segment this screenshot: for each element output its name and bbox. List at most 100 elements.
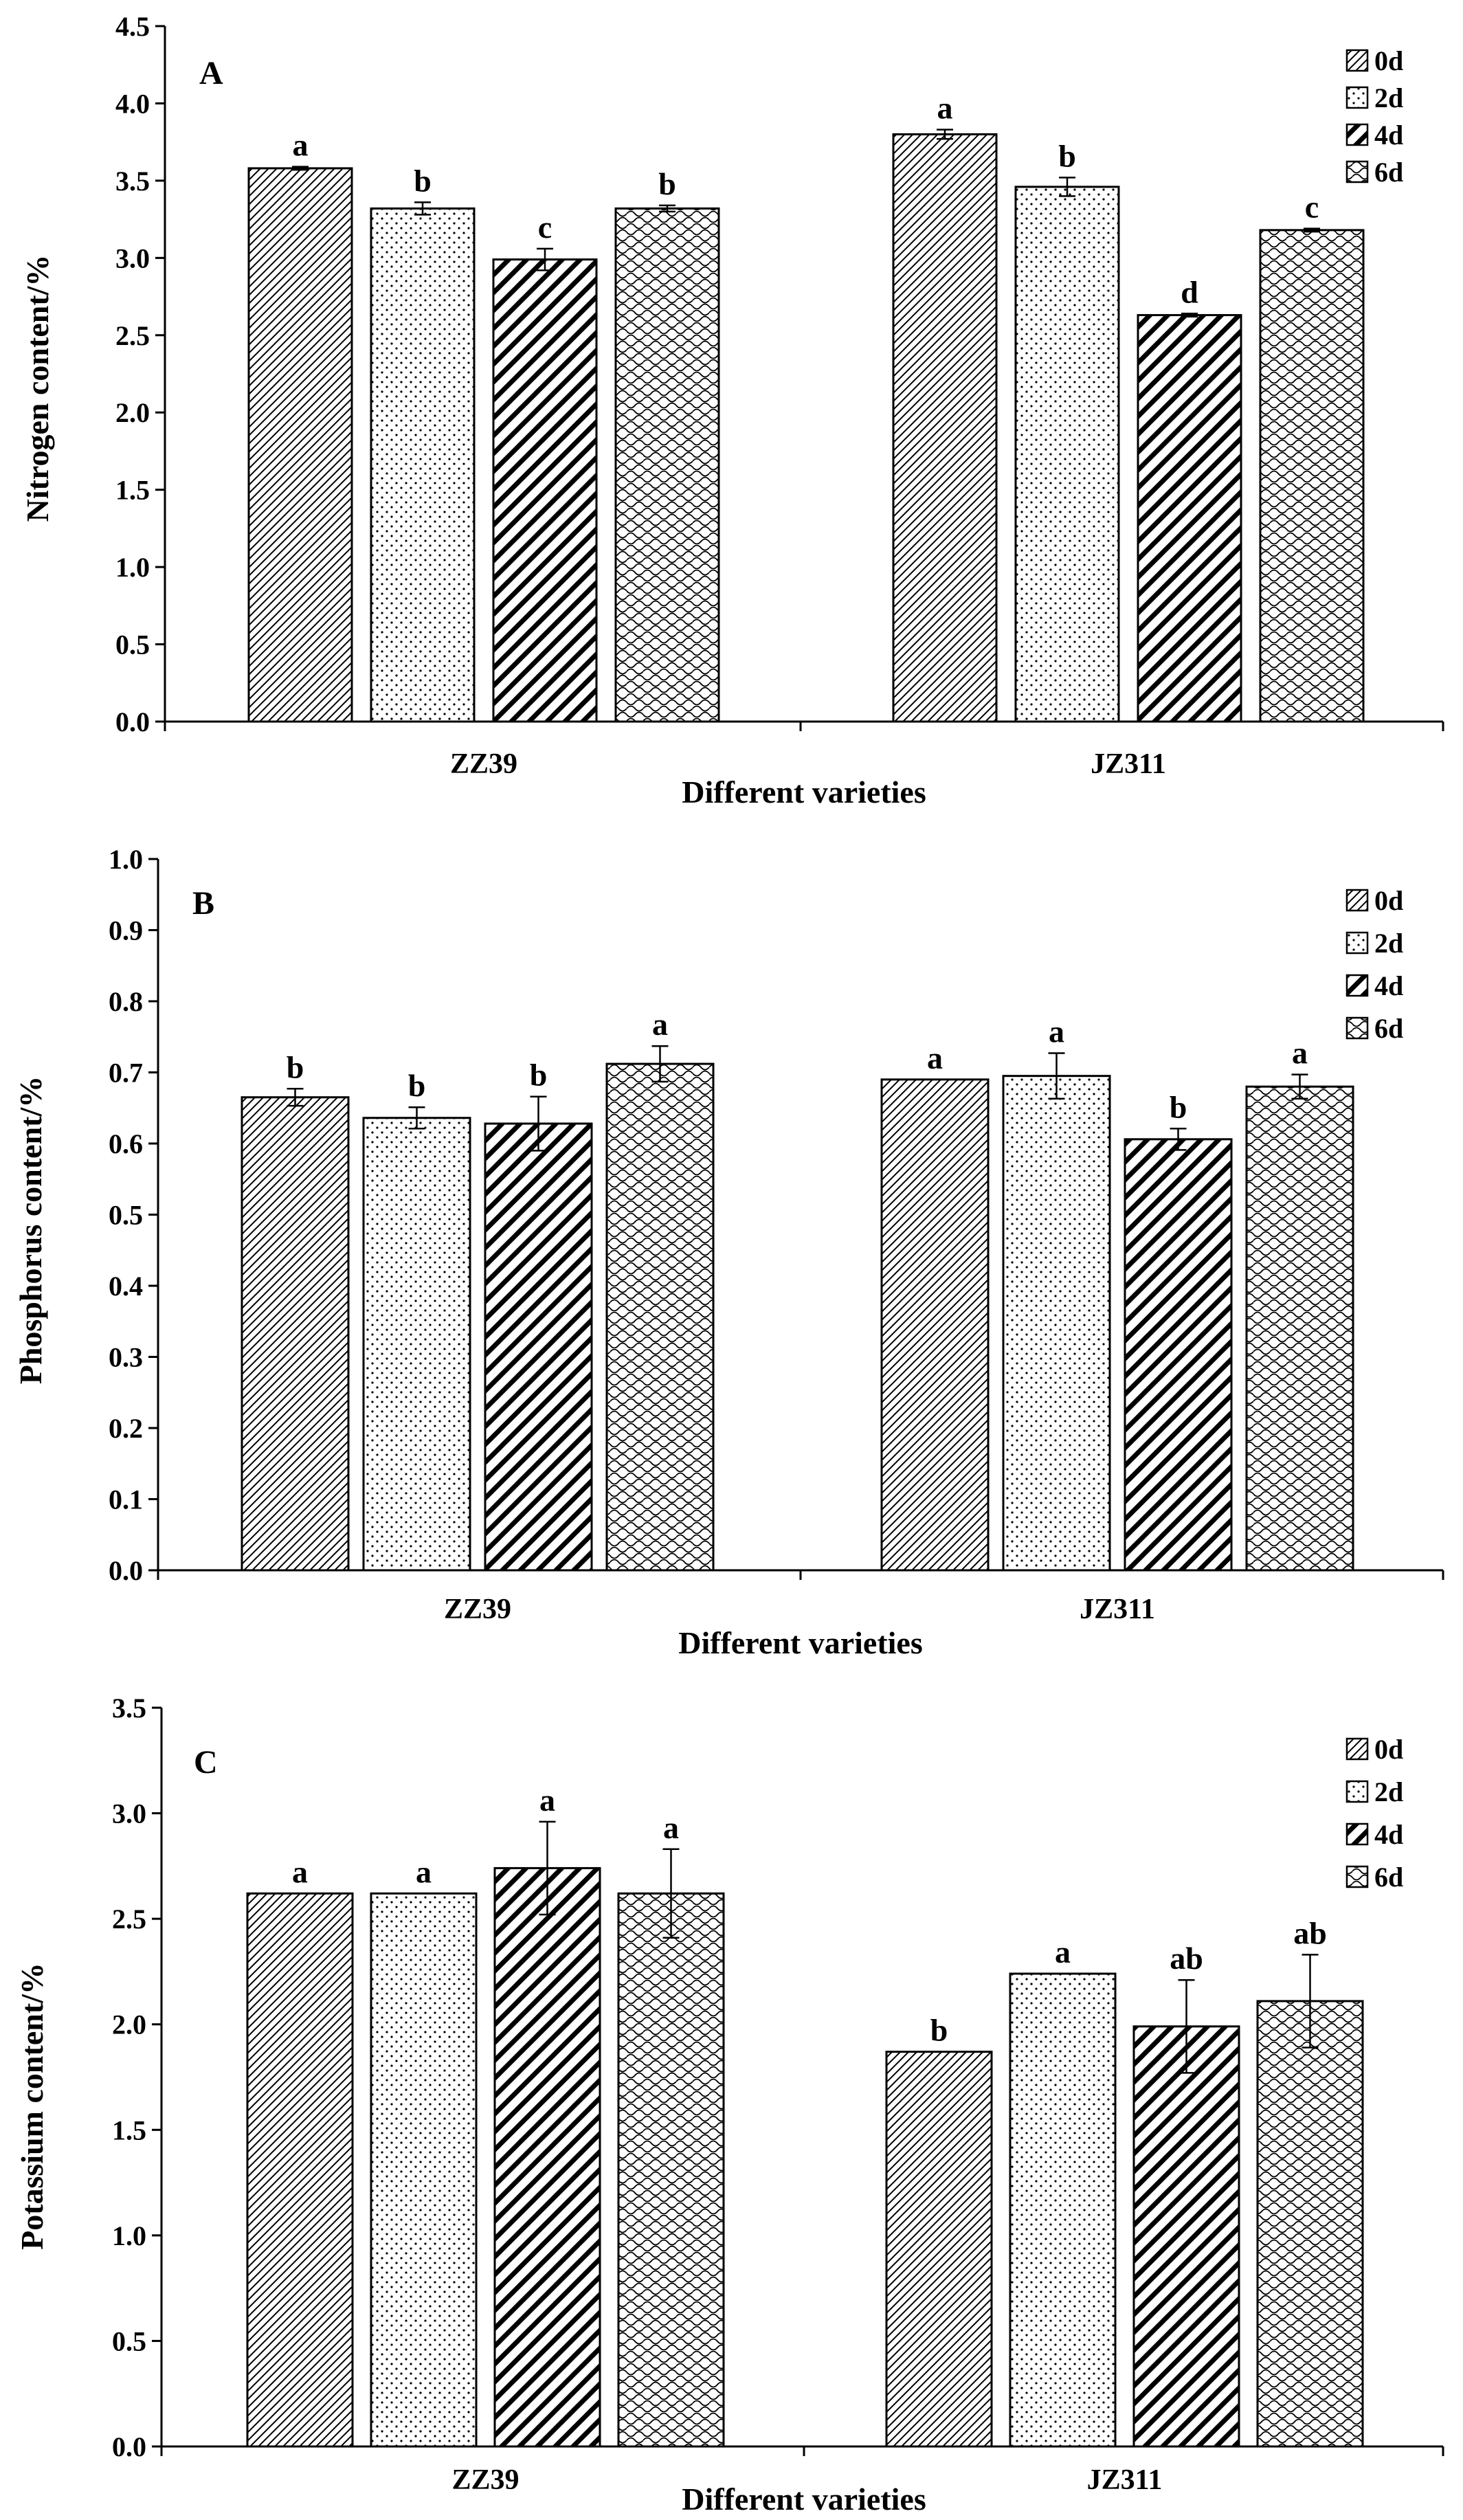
bar [1259,229,1365,723]
legend-swatch [1345,889,1369,912]
significance-label: b [408,1068,426,1103]
bar [1124,1138,1233,1572]
panel-letter-c: C [194,1744,218,1781]
bar [370,1892,478,2448]
legend-swatch [1345,49,1369,72]
bar [885,2051,993,2448]
legend-swatch [1345,1780,1369,1803]
category-label: ZZ39 [451,2464,519,2496]
bar [1014,186,1120,723]
legend-label: 4d [1374,970,1403,1001]
significance-label: a [293,128,309,163]
significance-label: b [658,166,676,201]
plot-area-b: 0.0 0.1 0.2 0.3 0.4 0.5 0.6 0.7 0.8 0.9 1.0 ZZ39 JZ3… [109,844,1444,1625]
significance-label: a [416,1854,432,1889]
bar [1132,2025,1240,2448]
legend-swatch [1345,86,1369,109]
y-tick-label: 3.0 [112,1798,146,1829]
y-tick-label: 2.5 [115,320,150,351]
legend-label: 0d [1374,45,1403,76]
bar [492,258,598,723]
significance-label: a [927,1040,943,1075]
significance-label: a [292,1854,308,1889]
y-tick-label: 0.0 [109,1555,143,1586]
legend-label: 6d [1374,1013,1403,1044]
legend-label: 6d [1374,1862,1403,1893]
bar [1002,1075,1111,1572]
y-tick-label: 3.0 [115,243,150,274]
y-tick-label: 0.9 [109,915,143,946]
significance-label: b [414,163,432,198]
significance-label: b [287,1049,304,1084]
legend-swatch [1345,1737,1369,1761]
x-axis-title-a: Different varieties [682,774,926,810]
y-tick-label: 0.0 [115,706,150,737]
bar [1137,314,1242,723]
category-label: ZZ39 [444,1594,511,1625]
significance-label: b [1058,138,1076,173]
y-tick-label: 1.0 [115,552,150,583]
y-tick-label: 0.4 [109,1271,143,1302]
legend-label: 2d [1374,1776,1403,1807]
bar [241,1096,350,1572]
legend-label: 0d [1374,885,1403,916]
legend-label: 4d [1374,120,1403,150]
y-tick-label: 0.5 [112,2326,146,2356]
legend-swatch [1345,1016,1369,1040]
plot-area-a: 0.0 0.5 1.0 1.5 2.0 2.5 3.0 3.5 4.0 4.5 ZZ39 JZ311 a… [115,11,1444,780]
y-tick-label: 2.5 [112,1904,146,1934]
y-tick-label: 1.5 [112,2115,146,2145]
significance-label: a [539,1783,555,1818]
y-tick-label: 1.5 [115,475,150,506]
legend-label: 4d [1374,1819,1403,1850]
legend-swatch [1345,1822,1369,1846]
significance-label: c [1305,190,1319,225]
legend-label: 6d [1374,157,1403,188]
y-axis-title-c: Potassium content/% [14,1963,49,2250]
category-label: JZ311 [1087,2464,1163,2496]
significance-label: b [930,2013,948,2048]
significance-label: d [1181,274,1198,309]
legend-label: 0d [1374,1734,1403,1765]
significance-label: a [663,1810,679,1845]
panel-b: B Phosphorus content/% Different varieti… [13,844,1444,1660]
bar [247,167,353,723]
y-tick-label: 0.0 [112,2431,146,2462]
x-axis-title-b: Different varieties [678,1625,923,1660]
bar [617,1892,725,2448]
significance-label: ab [1170,1941,1203,1976]
legend-label: 2d [1374,82,1403,113]
bar [493,1866,601,2448]
y-tick-label: 0.5 [109,1200,143,1231]
panel-c: C Potassium content/% Different varietie… [14,1693,1444,2517]
significance-label: a [1055,1934,1071,1970]
significance-label: a [1292,1036,1308,1071]
legend-swatch [1345,931,1369,955]
y-tick-label: 0.1 [109,1484,143,1515]
panel-a: A Nitrogen content/% Different varieties… [20,11,1444,810]
y-tick-label: 3.5 [115,166,150,197]
significance-label: ab [1293,1915,1327,1950]
y-tick-label: 0.3 [109,1342,143,1373]
bar [605,1062,715,1572]
category-label: JZ311 [1080,1594,1155,1625]
legend-swatch [1345,123,1369,146]
panel-letter-a: A [199,55,223,91]
y-tick-label: 3.5 [112,1693,146,1724]
y-axis-title-a: Nitrogen content/% [20,255,55,522]
category-label: ZZ39 [450,748,517,780]
legend-label: 2d [1374,928,1403,959]
bar [1009,1972,1117,2448]
significance-label: b [530,1058,548,1093]
category-label: JZ311 [1091,748,1166,780]
bar [880,1078,990,1572]
y-tick-label: 0.7 [109,1058,143,1089]
legend-swatch [1345,1865,1369,1888]
y-tick-label: 0.8 [109,986,143,1017]
y-tick-label: 2.0 [115,397,150,428]
y-tick-label: 1.0 [112,2220,146,2251]
y-tick-label: 4.5 [115,11,150,42]
legend-swatch [1345,160,1369,183]
y-tick-label: 0.2 [109,1413,143,1444]
